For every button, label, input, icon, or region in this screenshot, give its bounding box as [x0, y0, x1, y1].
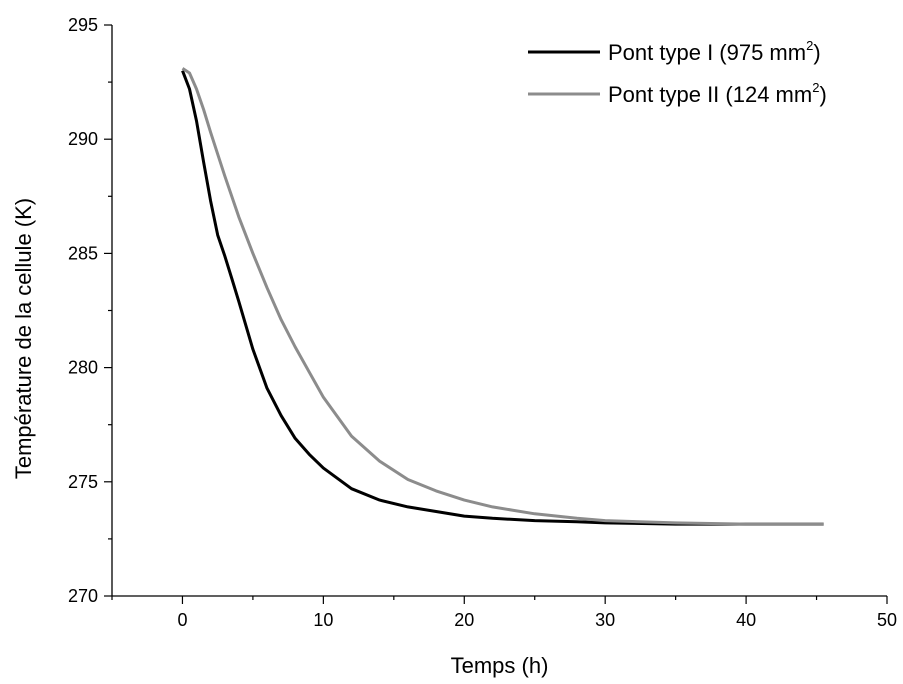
series-line-2: [181, 67, 824, 526]
y-tick-label: 280: [68, 358, 98, 378]
x-tick-label: 30: [595, 610, 615, 630]
series-line-1: [181, 70, 824, 526]
x-tick-label: 40: [736, 610, 756, 630]
y-tick-label: 290: [68, 129, 98, 149]
x-tick-label: 20: [454, 610, 474, 630]
series-layer: [181, 67, 824, 526]
y-tick-label: 285: [68, 243, 98, 263]
x-tick-label: 10: [313, 610, 333, 630]
x-tick-label: 50: [877, 610, 897, 630]
legend: Pont type I (975 mm2) Pont type II (124 m…: [528, 38, 827, 107]
axes: 0 10 20 30 40 50 270 275 280 285 290 295: [68, 15, 897, 630]
x-axis-title: Temps (h): [451, 653, 549, 678]
y-tick-label: 275: [68, 472, 98, 492]
y-tick-label: 270: [68, 586, 98, 606]
y-axis-title: Température de la cellule (K): [11, 198, 36, 479]
legend-label-2: Pont type II (124 mm2): [608, 80, 827, 107]
y-tick-label: 295: [68, 15, 98, 35]
legend-label-1: Pont type I (975 mm2): [608, 38, 821, 65]
x-tick-label: 0: [177, 610, 187, 630]
